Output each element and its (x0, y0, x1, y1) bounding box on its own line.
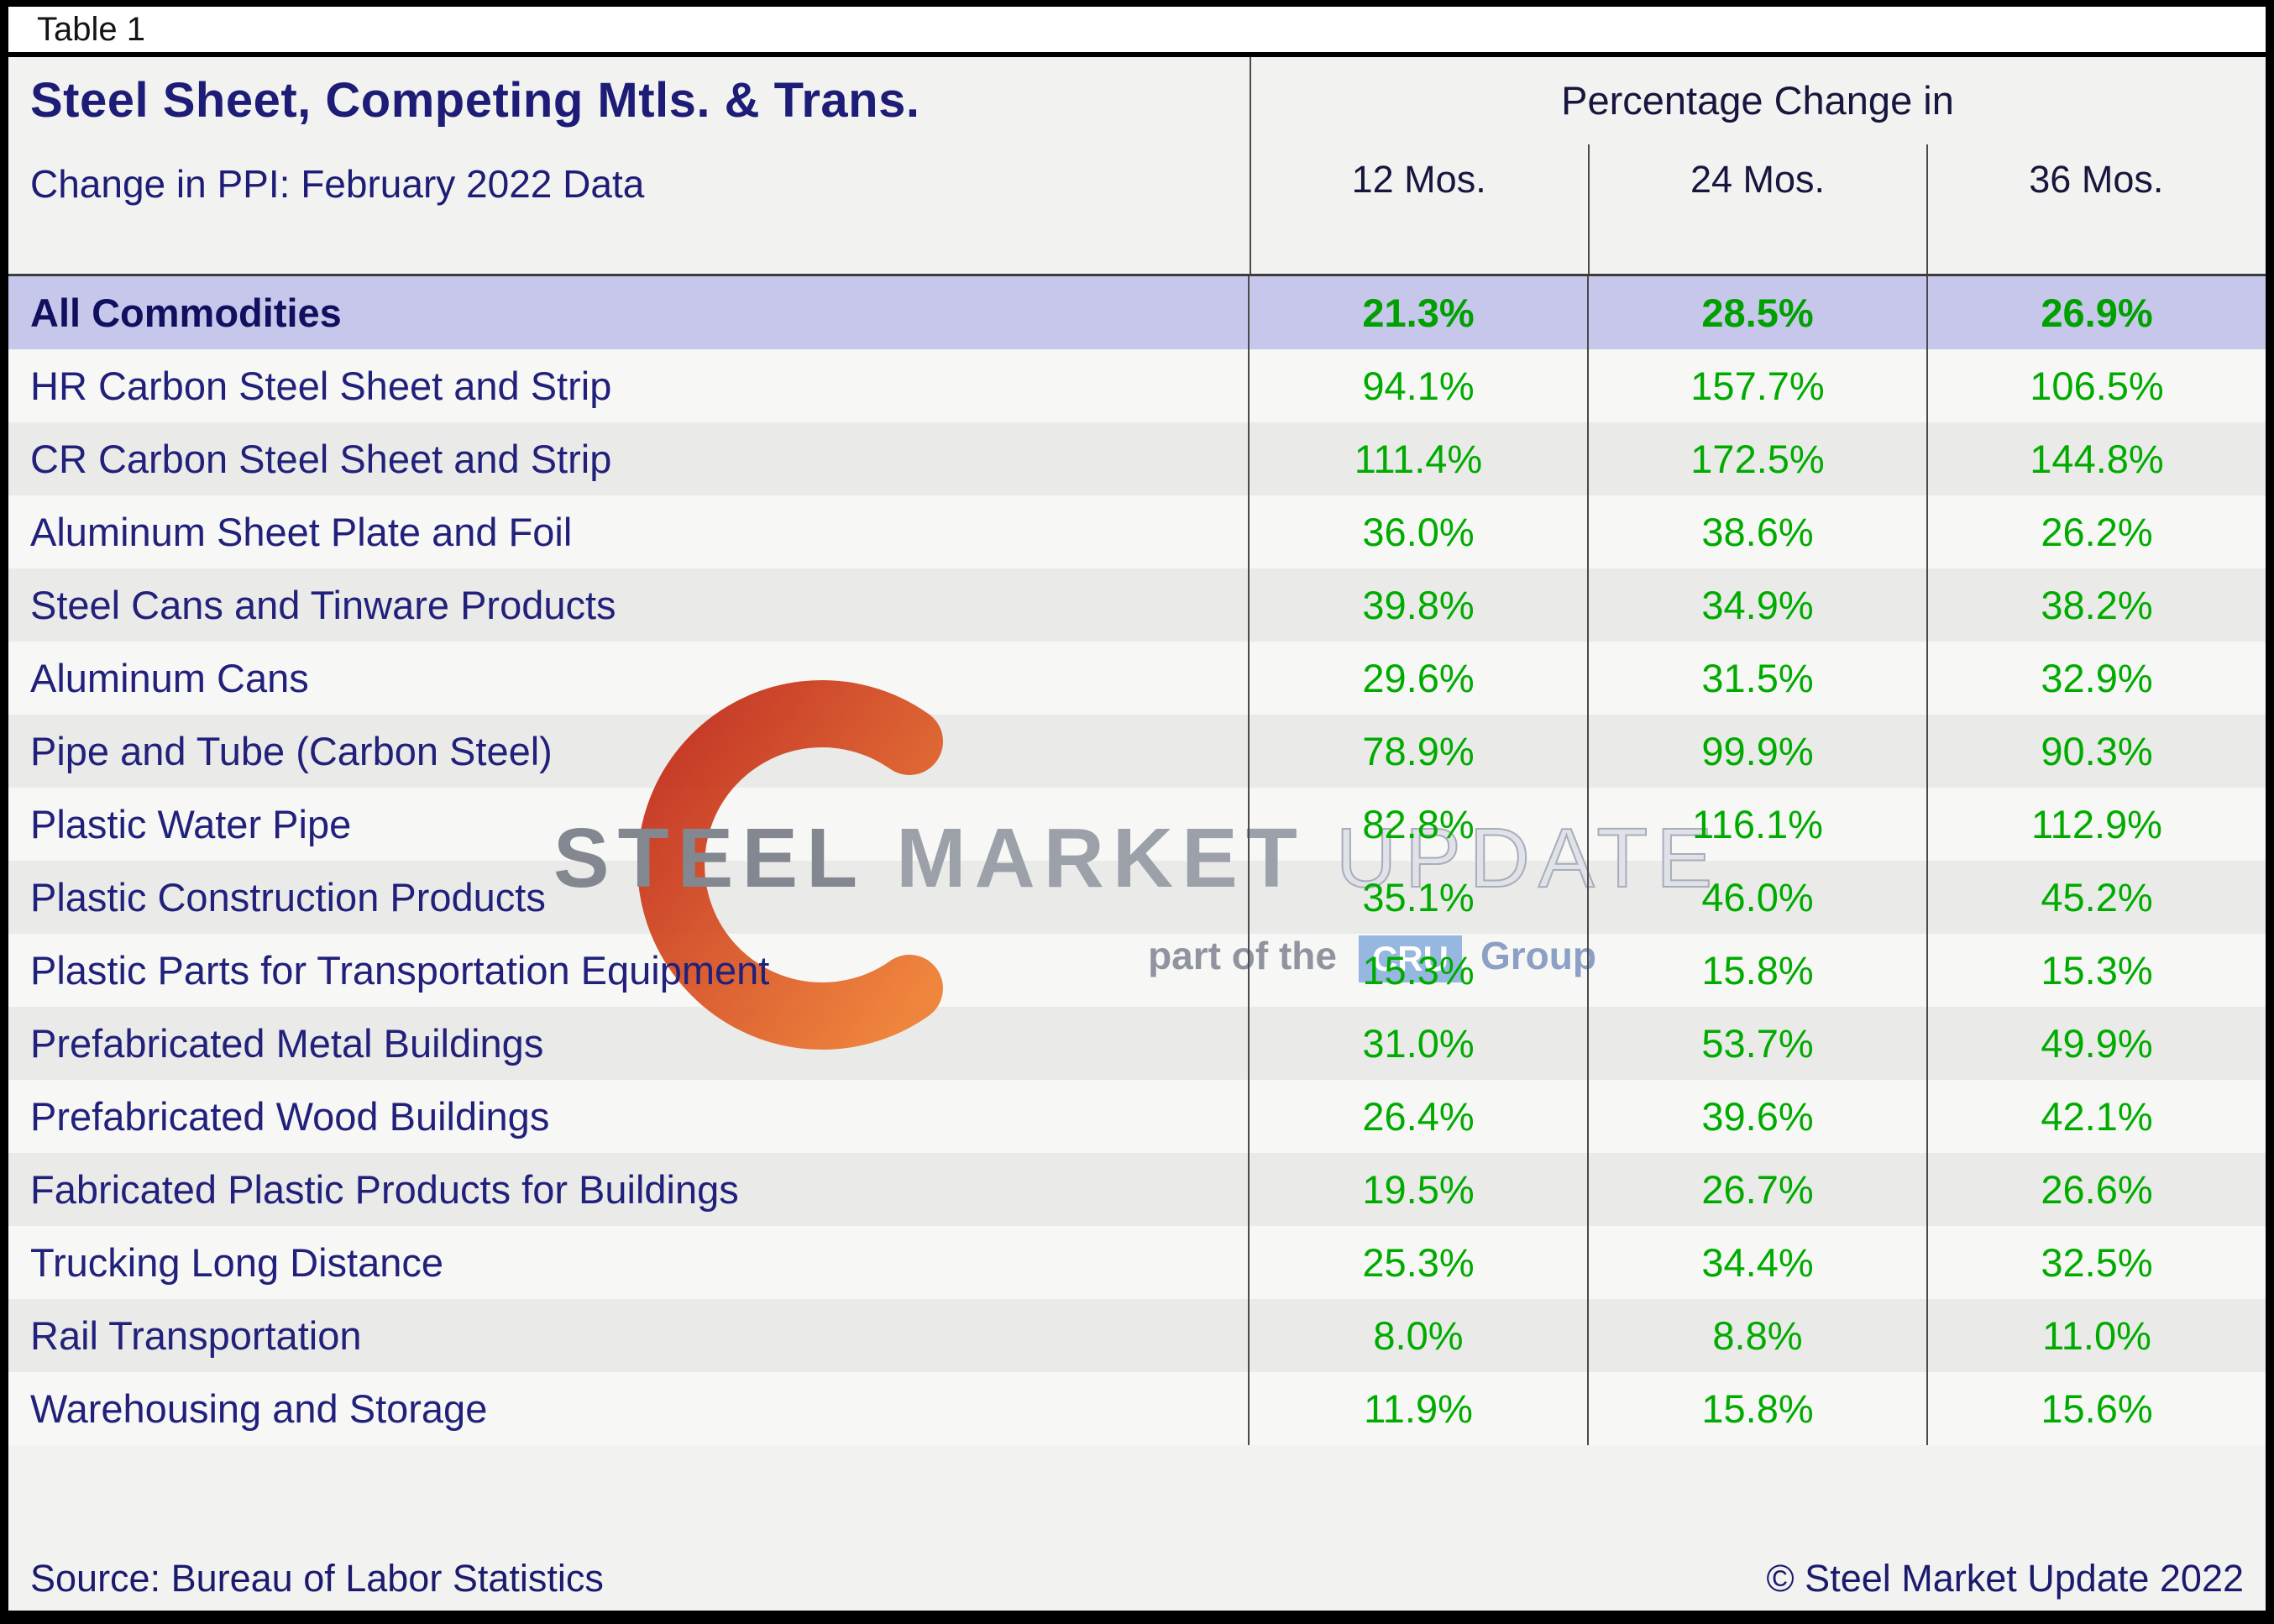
table-row: Trucking Long Distance 25.3% 34.4% 32.5% (8, 1226, 2266, 1299)
row-label: Aluminum Sheet Plate and Foil (8, 495, 1250, 568)
table-subtitle: Change in PPI: February 2022 Data (30, 162, 645, 206)
value-cell: 157.7% (1589, 349, 1928, 422)
value-cell: 35.1% (1250, 861, 1589, 934)
value-cell: 29.6% (1250, 642, 1589, 715)
value-cell: 53.7% (1589, 1007, 1928, 1080)
value-cell: 49.9% (2041, 1021, 2153, 1066)
value-cell: 111.4% (1250, 422, 1589, 495)
table-row: Steel Cans and Tinware Products 39.8% 34.9… (8, 568, 2266, 642)
row-label: Plastic Water Pipe (8, 788, 1250, 861)
row-label: Prefabricated Metal Buildings (8, 1007, 1250, 1080)
value-cell: 26.4% (1250, 1080, 1589, 1153)
table-row: Aluminum Cans 29.6% 31.5% 32.9% (8, 642, 2266, 715)
column-header: 12 Mos. (1351, 158, 1486, 201)
row-label: Plastic Construction Products (8, 861, 1250, 934)
table-caption: Table 1 (37, 10, 145, 48)
value-cell: 99.9% (1589, 715, 1928, 788)
value-cell: 34.4% (1589, 1226, 1928, 1299)
value-cell: 8.8% (1589, 1299, 1928, 1372)
value-cell: 38.6% (1589, 495, 1928, 568)
value-cell: 8.0% (1250, 1299, 1589, 1372)
value-cell: 144.8% (2030, 437, 2164, 481)
value-cell: 45.2% (2041, 875, 2153, 919)
row-label: HR Carbon Steel Sheet and Strip (8, 349, 1250, 422)
column-divider-24-36 (1926, 144, 1928, 274)
value-cell: 15.8% (1589, 934, 1928, 1007)
label-column-divider (1250, 57, 1251, 274)
value-cell: 34.9% (1589, 568, 1928, 642)
row-label: CR Carbon Steel Sheet and Strip (8, 422, 1250, 495)
column-headers: 12 Mos. 24 Mos. 36 Mos. (1250, 158, 2266, 202)
value-cell: 26.2% (2041, 510, 2153, 554)
row-label: All Commodities (8, 276, 1250, 349)
value-cell: 82.8% (1250, 788, 1589, 861)
copyright-note: © Steel Market Update 2022 (1766, 1557, 2244, 1600)
row-label: Prefabricated Wood Buildings (8, 1080, 1250, 1153)
table-row: Plastic Water Pipe 82.8% 116.1% 112.9% (8, 788, 2266, 861)
value-cell: 32.9% (2041, 656, 2153, 700)
value-cell: 26.7% (1589, 1153, 1928, 1226)
row-label: Steel Cans and Tinware Products (8, 568, 1250, 642)
table-row: Pipe and Tube (Carbon Steel) 78.9% 99.9% 90… (8, 715, 2266, 788)
value-cell: 78.9% (1250, 715, 1589, 788)
table-row: Plastic Construction Products 35.1% 46.0% 4… (8, 861, 2266, 934)
table-row: CR Carbon Steel Sheet and Strip 111.4% 172… (8, 422, 2266, 495)
value-cell: 26.9% (2041, 291, 2153, 335)
value-cell: 106.5% (2030, 364, 2164, 408)
table-row: Rail Transportation 8.0% 8.8% 11.0% (8, 1299, 2266, 1372)
table-row: Fabricated Plastic Products for Building… (8, 1153, 2266, 1226)
table-row: Aluminum Sheet Plate and Foil 36.0% 38.6% 2… (8, 495, 2266, 568)
value-cell: 94.1% (1250, 349, 1589, 422)
value-cell: 90.3% (2041, 729, 2153, 773)
row-label: Plastic Parts for Transportation Equipme… (8, 934, 1250, 1007)
column-header: 36 Mos. (2029, 158, 2164, 201)
table-title: Steel Sheet, Competing Mtls. & Trans. (30, 73, 920, 128)
column-header: 24 Mos. (1690, 158, 1826, 201)
row-label: Rail Transportation (8, 1299, 1250, 1372)
value-cell: 15.8% (1589, 1372, 1928, 1445)
row-label: Aluminum Cans (8, 642, 1250, 715)
value-cell: 112.9% (2031, 802, 2162, 846)
value-cell: 15.3% (2041, 948, 2153, 993)
value-cell: 39.6% (1589, 1080, 1928, 1153)
row-label: Fabricated Plastic Products for Building… (8, 1153, 1250, 1226)
row-label: Trucking Long Distance (8, 1226, 1250, 1299)
value-cell: 42.1% (2041, 1094, 2153, 1139)
table-row: HR Carbon Steel Sheet and Strip 94.1% 157.… (8, 349, 2266, 422)
table-body: STEEL MARKET UPDATE part of the CRU Group Al… (8, 276, 2266, 1445)
row-label: Pipe and Tube (Carbon Steel) (8, 715, 1250, 788)
titlebar: Table 1 (8, 7, 2266, 52)
row-stripes (8, 276, 2266, 1445)
column-group-header: Percentage Change in (1561, 78, 1954, 123)
footer: Source: Bureau of Labor Statistics © Ste… (30, 1557, 2244, 1600)
value-cell: 31.0% (1250, 1007, 1589, 1080)
table-row: Prefabricated Wood Buildings 26.4% 39.6% 42… (8, 1080, 2266, 1153)
value-cell: 25.3% (1250, 1226, 1589, 1299)
value-cell: 15.6% (2041, 1386, 2153, 1431)
value-cell: 39.8% (1250, 568, 1589, 642)
value-cell: 28.5% (1589, 276, 1928, 349)
value-cell: 36.0% (1250, 495, 1589, 568)
table-row: Prefabricated Metal Buildings 31.0% 53.7% 4… (8, 1007, 2266, 1080)
table-panel: Steel Sheet, Competing Mtls. & Trans. Ch… (8, 57, 2266, 1611)
column-divider-12-24 (1588, 144, 1590, 274)
table-row: Plastic Parts for Transportation Equipme… (8, 934, 2266, 1007)
value-cell: 11.9% (1250, 1372, 1589, 1445)
value-cell: 19.5% (1250, 1153, 1589, 1226)
value-cell: 116.1% (1589, 788, 1928, 861)
table-row: All Commodities 21.3% 28.5% 26.9% (8, 276, 2266, 349)
value-cell: 11.0% (2042, 1313, 2151, 1358)
value-cell: 38.2% (2041, 583, 2153, 627)
value-cell: 172.5% (1589, 422, 1928, 495)
value-cell: 46.0% (1589, 861, 1928, 934)
value-cell: 32.5% (2041, 1240, 2153, 1285)
value-cell: 15.3% (1250, 934, 1589, 1007)
value-cell: 21.3% (1250, 276, 1589, 349)
source-note: Source: Bureau of Labor Statistics (30, 1557, 604, 1600)
value-cell: 26.6% (2041, 1167, 2153, 1212)
row-label: Warehousing and Storage (8, 1372, 1250, 1445)
value-cell: 31.5% (1589, 642, 1928, 715)
table-header: Steel Sheet, Competing Mtls. & Trans. Ch… (8, 57, 2266, 276)
table-row: Warehousing and Storage 11.9% 15.8% 15.6% (8, 1372, 2266, 1445)
